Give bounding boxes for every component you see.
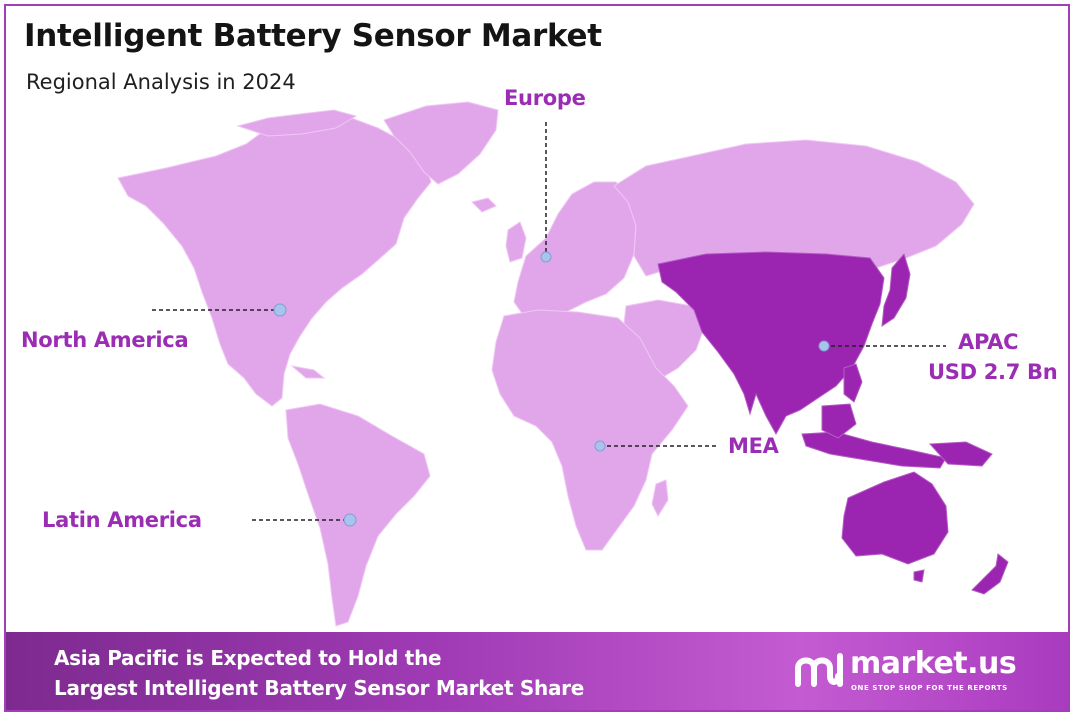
brand-logo: market.us ONE STOP SHOP FOR THE REPORTS [792,646,1052,702]
brand-name: market.us [850,646,1017,681]
region-south-america [285,403,431,627]
label-apac-value: USD 2.7 Bn [928,360,1058,384]
region-new-guinea [928,441,993,467]
marker-europe [540,251,552,263]
world-map [117,101,1009,627]
region-borneo [821,403,857,439]
marker-apac [818,340,830,352]
brand-tagline: ONE STOP SHOP FOR THE REPORTS [851,684,1008,692]
region-uk [505,221,527,263]
region-australia [841,471,949,565]
region-new-zealand [971,553,1009,595]
region-iceland [471,197,497,213]
label-apac: APAC [958,330,1019,354]
page-subtitle: Regional Analysis in 2024 [26,70,296,94]
marker-mea [594,440,606,452]
region-arctic-islands [236,109,358,137]
region-north-asia [613,139,975,277]
label-europe: Europe [504,86,586,110]
region-apac-mainland [657,251,885,436]
region-caribbean [290,365,326,379]
page-title: Intelligent Battery Sensor Market [24,18,602,54]
banner-line-2: Largest Intelligent Battery Sensor Marke… [54,676,584,700]
label-mea: MEA [728,434,779,458]
region-greenland [383,101,499,185]
region-africa [491,309,689,551]
infographic-frame: Intelligent Battery Sensor Market Region… [4,4,1070,712]
banner-line-1: Asia Pacific is Expected to Hold the [54,646,442,670]
market-us-logo-icon [795,653,843,687]
region-tasmania [913,569,925,583]
region-north-america [117,115,432,407]
marker-north-america [273,303,287,317]
region-philippines [843,363,863,403]
label-latin-america: Latin America [42,508,202,532]
region-europe [513,181,637,319]
label-north-america: North America [21,328,189,352]
region-indonesia [801,431,947,469]
footer-banner: Asia Pacific is Expected to Hold the Lar… [6,632,1068,710]
marker-latin-america [343,513,357,527]
region-madagascar [651,479,669,518]
region-japan [881,252,911,328]
